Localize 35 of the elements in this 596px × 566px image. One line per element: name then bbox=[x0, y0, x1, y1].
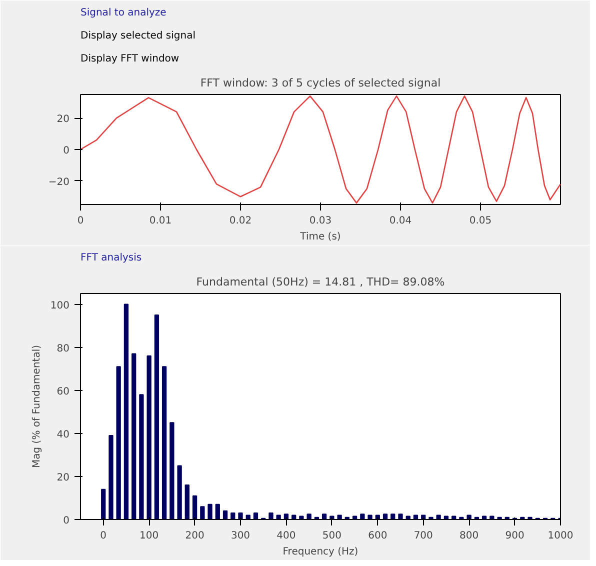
x-tick-label: 800 bbox=[460, 530, 479, 542]
text: Display FFT window bbox=[80, 54, 180, 64]
x-tick-label: 0.04 bbox=[389, 216, 412, 226]
x-tick-label: 0.03 bbox=[309, 216, 332, 226]
text: FFT analysis bbox=[80, 252, 142, 264]
x-tick-label: 400 bbox=[276, 530, 296, 542]
x-axis-title: Time (s) bbox=[299, 232, 341, 242]
y-tick-label: −20 bbox=[48, 176, 70, 188]
x-tick-label: 500 bbox=[322, 530, 342, 542]
x-tick-label: 0.05 bbox=[469, 216, 492, 226]
text: Signal to analyze bbox=[80, 8, 166, 18]
chart-title: FFT window: 3 of 5 cycles of selected signal bbox=[200, 76, 441, 90]
chart-title: Fundamental (50Hz) = 14.81 , THD= 89.08% bbox=[196, 276, 445, 288]
x-tick-label: 700 bbox=[414, 530, 433, 542]
x-tick-label: 0 bbox=[77, 216, 84, 226]
y-tick-label: 80 bbox=[56, 343, 70, 354]
x-axis-title: Frequency (Hz) bbox=[282, 546, 358, 558]
y-tick-label: 0 bbox=[63, 516, 70, 526]
y-tick-label: 0 bbox=[63, 146, 70, 156]
y-tick-label: 100 bbox=[50, 300, 70, 312]
x-tick-label: 600 bbox=[368, 530, 388, 542]
x-tick-label: 100 bbox=[140, 530, 159, 542]
text: Display selected signal bbox=[80, 30, 196, 42]
y-tick-label: 20 bbox=[56, 114, 70, 126]
y-tick-label: 40 bbox=[56, 429, 70, 440]
y-tick-label: 60 bbox=[56, 386, 70, 398]
x-tick-label: 0.02 bbox=[229, 216, 252, 226]
x-tick-label: 300 bbox=[230, 530, 250, 542]
x-tick-label: 0 bbox=[100, 530, 107, 542]
x-tick-label: 1000 bbox=[548, 530, 574, 542]
x-tick-label: 200 bbox=[185, 530, 204, 542]
x-tick-label: 900 bbox=[505, 530, 524, 542]
y-tick-label: 20 bbox=[56, 472, 70, 484]
y-axis-title: Mag (% of Fundamental) bbox=[31, 344, 42, 468]
x-tick-label: 0.01 bbox=[149, 216, 172, 226]
